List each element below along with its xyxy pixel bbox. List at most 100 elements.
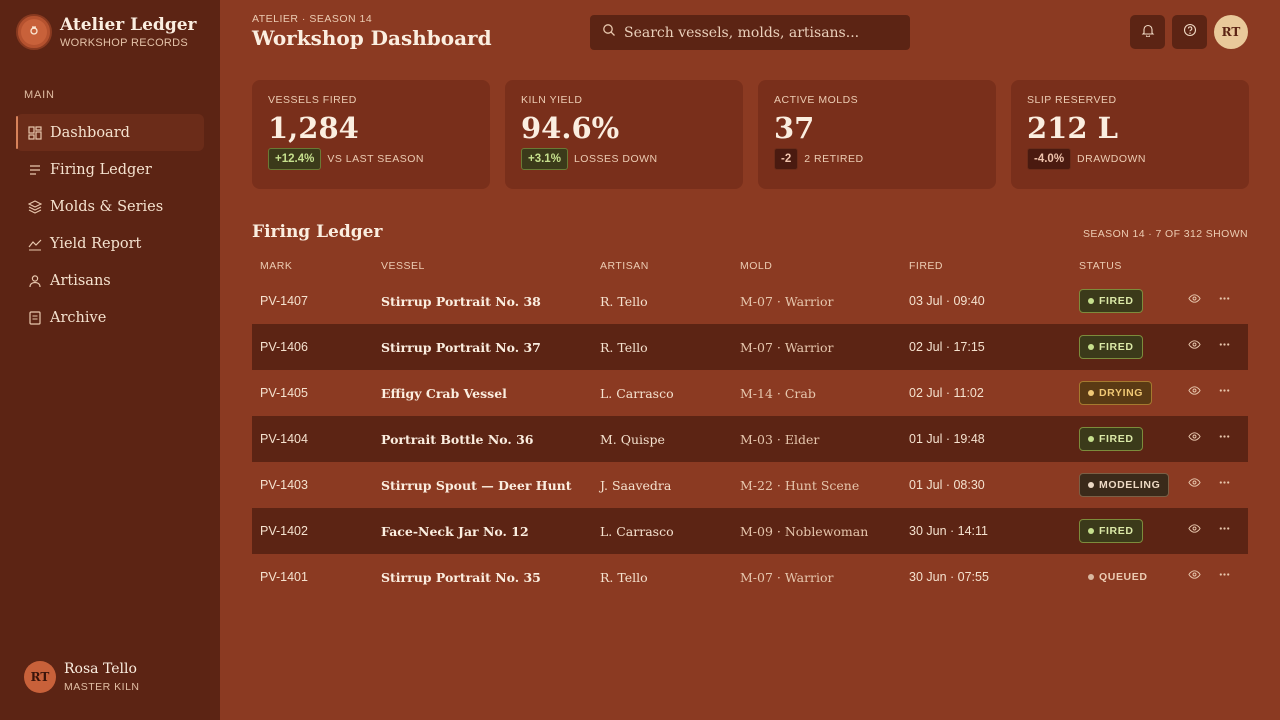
column-header-mold[interactable]: MOLD [740,260,773,272]
stat-value: 1,284 [268,111,359,145]
cell-artisan: L. Carrasco [600,523,674,539]
brand-title: Atelier Ledger [60,15,197,35]
stat-note: LOSSES DOWN [573,153,658,165]
cell-mold: M-03 · Elder [740,431,820,447]
sidebar-item-firing-ledger[interactable]: Firing Ledger [16,151,204,188]
status-label: FIRED [1099,525,1134,537]
stat-delta: +12.4% [268,148,322,170]
more-button[interactable] [1213,428,1235,450]
table-row[interactable]: PV-1404 Portrait Bottle No. 36 M. Quispe… [252,416,1248,462]
kiln-logo-icon [16,14,52,50]
table-row[interactable]: PV-1402 Face-Neck Jar No. 12 L. Carrasco… [252,508,1248,554]
status-badge: MODELING [1079,473,1170,497]
table-row[interactable]: PV-1405 Effigy Crab Vessel L. Carrasco M… [252,370,1248,416]
cell-fired: 30 Jun · 07:55 [909,570,989,584]
cell-vessel: Stirrup Portrait No. 37 [381,339,541,355]
user-profile[interactable]: RT Rosa Tello MASTER KILN [24,660,140,694]
table-row[interactable]: PV-1401 Stirrup Portrait No. 35 R. Tello… [252,554,1248,600]
more-button[interactable] [1213,474,1235,496]
stat-note: 2 RETIRED [804,153,864,165]
avatar[interactable]: RT [1214,15,1248,49]
search-icon [602,23,616,42]
cell-vessel: Stirrup Portrait No. 35 [381,569,541,585]
cell-mark: PV-1407 [260,294,308,308]
more-horizontal-icon [1218,384,1231,402]
table-row[interactable]: PV-1406 Stirrup Portrait No. 37 R. Tello… [252,324,1248,370]
more-horizontal-icon [1218,522,1231,540]
status-badge: QUEUED [1079,565,1157,589]
status-label: MODELING [1099,479,1161,491]
sidebar-item-label: Dashboard [50,124,130,141]
eye-icon [1187,522,1201,540]
cell-artisan: R. Tello [600,569,648,585]
search-input[interactable] [624,24,894,41]
view-button[interactable] [1183,566,1205,588]
column-header-vessel[interactable]: VESSEL [381,260,425,272]
status-label: QUEUED [1099,571,1148,583]
more-button[interactable] [1213,520,1235,542]
sidebar-item-yield-report[interactable]: Yield Report [16,225,204,262]
stat-value: 94.6% [521,111,620,145]
column-header-mark[interactable]: MARK [260,260,293,272]
nav-section-label: MAIN [24,89,55,101]
cell-mark: PV-1406 [260,340,308,354]
cell-artisan: J. Saavedra [600,477,672,493]
column-header-fired[interactable]: FIRED [909,260,943,272]
cell-vessel: Face-Neck Jar No. 12 [381,523,529,539]
cell-mold: M-07 · Warrior [740,339,834,355]
sidebar-item-molds-series[interactable]: Molds & Series [16,188,204,225]
view-button[interactable] [1183,474,1205,496]
brand-subtitle: WORKSHOP RECORDS [60,37,189,49]
more-button[interactable] [1213,382,1235,404]
trend-icon [28,237,42,251]
status-badge: DRYING [1079,381,1153,405]
avatar: RT [24,661,56,693]
cell-mold: M-07 · Warrior [740,293,834,309]
more-button[interactable] [1213,566,1235,588]
sidebar-item-label: Archive [50,309,107,326]
stat-card-slip-reserved: SLIP RESERVED 212 L -4.0% DRAWDOWN [1011,80,1249,189]
brand[interactable]: Atelier Ledger WORKSHOP RECORDS [16,14,196,50]
more-button[interactable] [1213,290,1235,312]
help-icon [1183,23,1197,42]
view-button[interactable] [1183,336,1205,358]
ledger-title: Firing Ledger [252,222,383,242]
status-label: FIRED [1099,341,1134,353]
column-header-status[interactable]: STATUS [1079,260,1122,272]
eye-icon [1187,292,1201,310]
view-button[interactable] [1183,520,1205,542]
user-role: MASTER KILN [64,681,140,693]
page-title: Workshop Dashboard [252,26,492,50]
notifications-button[interactable] [1130,15,1165,49]
view-button[interactable] [1183,290,1205,312]
stat-value: 212 L [1027,111,1119,145]
stat-card-vessels-fired: VESSELS FIRED 1,284 +12.4% VS LAST SEASO… [252,80,490,189]
search-bar[interactable] [590,15,910,50]
stat-card-active-molds: ACTIVE MOLDS 37 -2 2 RETIRED [758,80,996,189]
table-row[interactable]: PV-1403 Stirrup Spout — Deer Hunt J. Saa… [252,462,1248,508]
stat-delta: -4.0% [1027,148,1072,170]
cell-mold: M-09 · Noblewoman [740,523,869,539]
sidebar-item-dashboard[interactable]: Dashboard [16,114,204,151]
stat-delta: -2 [774,148,799,170]
table-row[interactable]: PV-1407 Stirrup Portrait No. 38 R. Tello… [252,278,1248,324]
more-button[interactable] [1213,336,1235,358]
stat-label: VESSELS FIRED [268,94,357,106]
eye-icon [1187,476,1201,494]
sidebar-item-label: Molds & Series [50,198,164,215]
sidebar-item-artisans[interactable]: Artisans [16,262,204,299]
cell-mark: PV-1404 [260,432,308,446]
cell-fired: 03 Jul · 09:40 [909,294,985,308]
more-horizontal-icon [1218,292,1231,310]
status-badge: FIRED [1079,519,1143,543]
stat-label: ACTIVE MOLDS [774,94,859,106]
list-icon [28,163,42,177]
cell-mark: PV-1403 [260,478,308,492]
view-button[interactable] [1183,428,1205,450]
help-button[interactable] [1172,15,1207,49]
eye-icon [1187,430,1201,448]
view-button[interactable] [1183,382,1205,404]
cell-artisan: L. Carrasco [600,385,674,401]
column-header-artisan[interactable]: ARTISAN [600,260,649,272]
sidebar-item-archive[interactable]: Archive [16,299,204,336]
